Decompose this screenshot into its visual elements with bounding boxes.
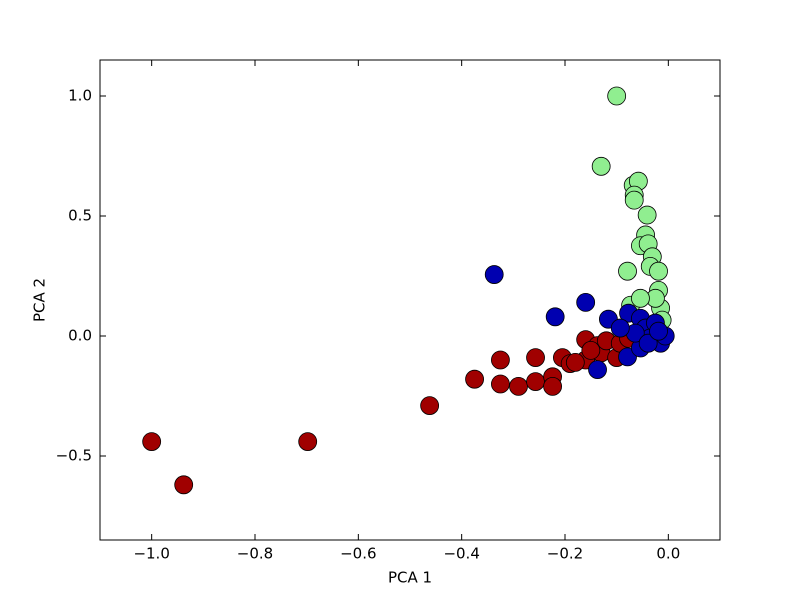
x-tick-label: −0.4 <box>443 545 479 563</box>
plot-frame <box>99 59 721 541</box>
point <box>526 372 545 392</box>
point <box>607 86 627 106</box>
point <box>526 348 545 368</box>
y-axis-label: PCA 2 <box>31 278 49 322</box>
x-tick-label: −1.0 <box>133 545 169 563</box>
point <box>142 432 162 452</box>
point <box>649 261 668 281</box>
point <box>618 347 637 367</box>
point <box>174 475 194 495</box>
point <box>298 432 318 452</box>
point <box>491 350 510 370</box>
point <box>618 261 637 281</box>
y-tick-label: 0.5 <box>68 207 92 225</box>
x-tick-label: 0.0 <box>656 545 680 563</box>
point <box>581 340 601 360</box>
point <box>543 376 562 396</box>
point <box>624 190 644 210</box>
point <box>649 321 668 341</box>
x-tick-label: −0.8 <box>237 545 273 563</box>
point <box>588 360 607 380</box>
point <box>576 292 596 312</box>
point <box>545 307 565 327</box>
point <box>491 374 510 394</box>
point <box>565 352 585 372</box>
x-tick-label: −0.6 <box>340 545 376 563</box>
point <box>591 156 611 176</box>
point <box>610 318 630 338</box>
point <box>637 205 657 225</box>
y-tick-label: −0.5 <box>56 447 92 465</box>
point <box>484 265 504 284</box>
point <box>631 288 650 308</box>
point <box>420 396 440 416</box>
y-tick-label: 0.0 <box>68 327 92 345</box>
point <box>638 333 658 353</box>
x-axis-label: PCA 1 <box>388 569 432 587</box>
point <box>465 369 484 389</box>
x-tick-label: −0.2 <box>547 545 583 563</box>
point <box>509 376 528 396</box>
y-tick-label: 1.0 <box>68 87 92 105</box>
